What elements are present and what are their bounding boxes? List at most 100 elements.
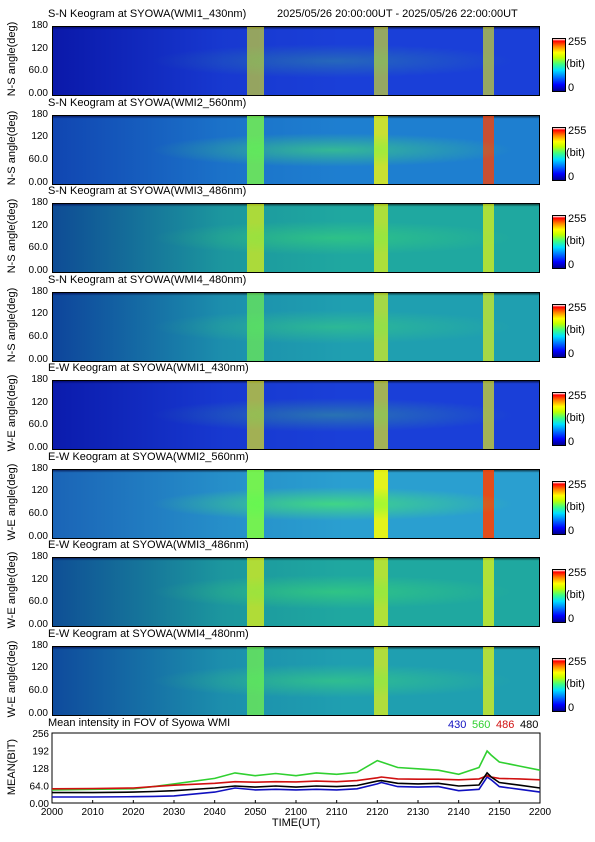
aurora-band xyxy=(373,27,389,95)
y-tick-label: 180 xyxy=(31,462,48,474)
keogram-image xyxy=(52,26,540,96)
colorbar-unit-label: (bit) xyxy=(566,323,585,336)
x-tick-label: 2030 xyxy=(163,807,186,818)
colorbar xyxy=(552,38,566,92)
y-tick-label: 60.0 xyxy=(28,242,48,254)
keogram-image xyxy=(52,557,540,627)
keogram-image xyxy=(52,468,540,539)
aurora-band xyxy=(483,27,494,95)
y-tick-label: 180 xyxy=(31,20,48,31)
aurora-glow xyxy=(150,575,515,609)
colorbar xyxy=(552,303,566,358)
aurora-band xyxy=(373,558,389,626)
aurora-band xyxy=(483,646,494,715)
keogram-title: S-N Keogram at SYOWA(WMI4_480nm) xyxy=(48,273,247,286)
legend-entry-560: 560 xyxy=(472,719,491,731)
colorbar xyxy=(552,480,566,535)
x-tick-label: 2010 xyxy=(82,807,105,818)
y-tick-label: 180 xyxy=(31,551,48,562)
colorbar-unit-label: (bit) xyxy=(566,235,585,247)
x-tick-label: 2000 xyxy=(41,807,64,818)
keogram-image xyxy=(52,645,540,716)
colorbar-max-label: 255 xyxy=(568,390,587,402)
y-tick-label: 0.00 xyxy=(30,799,50,810)
x-tick-label: 2140 xyxy=(448,807,471,818)
y-tick-label: 60.0 xyxy=(28,507,48,519)
aurora-band xyxy=(483,292,494,361)
y-tick-label: 64.0 xyxy=(30,782,50,793)
y-tick-label: 120 xyxy=(31,573,48,585)
colorbar-max-label: 255 xyxy=(568,478,587,491)
colorbar-unit-label: (bit) xyxy=(566,677,585,690)
y-tick-label: 0.00 xyxy=(28,265,48,276)
aurora-band xyxy=(247,646,265,715)
colorbar-min-label: 0 xyxy=(568,436,575,448)
y-tick-label: 60.0 xyxy=(28,153,48,165)
aurora-glow xyxy=(150,309,515,344)
time-range-label: 2025/05/26 20:00:00UT - 2025/05/26 22:00… xyxy=(277,8,518,20)
legend-entry-486: 486 xyxy=(496,719,515,731)
x-tick-label: 2150 xyxy=(488,807,511,818)
aurora-band xyxy=(373,115,389,184)
aurora-band xyxy=(483,115,494,184)
colorbar-min-label: 0 xyxy=(568,259,575,271)
keogram-title: S-N Keogram at SYOWA(WMI1_430nm) xyxy=(48,8,247,20)
aurora-band xyxy=(247,381,265,449)
y-tick-label: 0.00 xyxy=(28,176,48,188)
y-tick-label: 120 xyxy=(31,219,48,231)
colorbar-max-label: 255 xyxy=(568,567,587,579)
series-line-486 xyxy=(51,774,541,790)
aurora-band xyxy=(373,292,389,361)
y-tick-label: 120 xyxy=(31,42,48,54)
aurora-band xyxy=(483,204,494,272)
colorbar-unit-label: (bit) xyxy=(566,412,585,424)
aurora-glow xyxy=(150,221,515,255)
aurora-band xyxy=(483,558,494,626)
colorbar-min-label: 0 xyxy=(568,524,575,537)
keogram-title: S-N Keogram at SYOWA(WMI2_560nm) xyxy=(48,96,247,109)
x-tick-label: 2200 xyxy=(529,807,552,818)
colorbar-min-label: 0 xyxy=(568,701,575,714)
keogram-image xyxy=(52,291,540,362)
aurora-glow xyxy=(150,663,515,698)
colorbar-min-label: 0 xyxy=(568,347,575,360)
aurora-glow xyxy=(150,44,515,78)
aurora-band xyxy=(373,646,389,715)
y-tick-label: 120 xyxy=(31,308,48,320)
aurora-band xyxy=(247,292,265,361)
y-tick-label: 120 xyxy=(31,662,48,674)
y-tick-label: 60.0 xyxy=(28,65,48,77)
y-tick-label: 0.00 xyxy=(28,619,48,630)
y-tick-label: 0.00 xyxy=(28,88,48,99)
colorbar-min-label: 0 xyxy=(568,82,575,94)
y-tick-label: 180 xyxy=(31,197,48,208)
keogram-title: E-W Keogram at SYOWA(WMI4_480nm) xyxy=(48,627,249,640)
series-line-560 xyxy=(51,749,541,791)
y-tick-label: 60.0 xyxy=(28,419,48,431)
y-tick-label: 0.00 xyxy=(28,442,48,453)
colorbar-min-label: 0 xyxy=(568,613,575,625)
colorbar-unit-label: (bit) xyxy=(566,500,585,513)
y-tick-label: 60.0 xyxy=(28,684,48,696)
aurora-glow xyxy=(150,132,515,167)
y-tick-label: 180 xyxy=(31,639,48,651)
aurora-band xyxy=(483,381,494,449)
colorbar-unit-label: (bit) xyxy=(566,58,585,70)
series-line-480 xyxy=(52,771,541,794)
x-tick-label: 2050 xyxy=(244,807,267,818)
colorbar-max-label: 255 xyxy=(568,301,587,314)
x-tick-label: 2040 xyxy=(204,807,227,818)
x-tick-label: 2100 xyxy=(285,807,308,818)
colorbar-max-label: 255 xyxy=(568,36,587,48)
y-tick-label: 120 xyxy=(31,485,48,497)
keogram-image xyxy=(52,380,540,450)
colorbar-max-label: 255 xyxy=(568,213,587,225)
y-tick-label: 120 xyxy=(31,396,48,408)
keogram-title: S-N Keogram at SYOWA(WMI3_486nm) xyxy=(48,185,247,197)
aurora-band xyxy=(373,381,389,449)
colorbar-min-label: 0 xyxy=(568,170,575,183)
mean-panel-title: Mean intensity in FOV of Syowa WMI xyxy=(48,717,231,729)
keogram-image xyxy=(52,114,540,185)
y-tick-label: 0.00 xyxy=(28,353,48,365)
